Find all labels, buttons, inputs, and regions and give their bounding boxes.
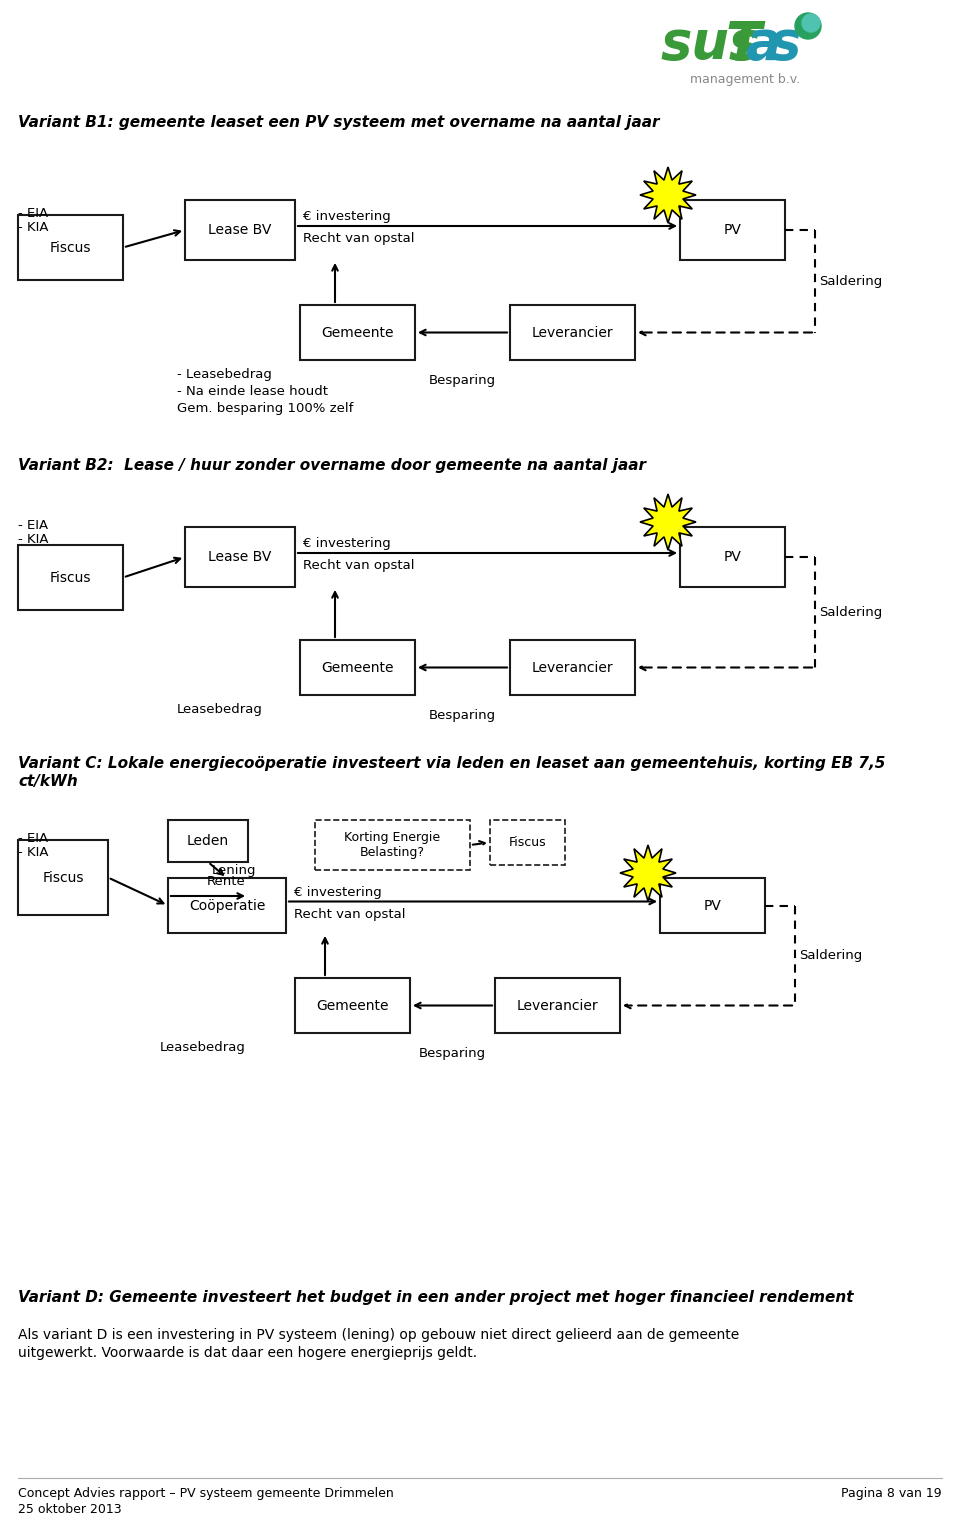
Polygon shape: [640, 493, 696, 550]
Polygon shape: [640, 168, 696, 222]
Bar: [510, 640, 635, 694]
Bar: [680, 200, 785, 260]
Text: Fiscus: Fiscus: [50, 241, 91, 254]
Text: Fiscus: Fiscus: [50, 571, 91, 585]
Text: Besparing: Besparing: [429, 710, 496, 722]
Text: management b.v.: management b.v.: [690, 73, 800, 85]
Text: Lease BV: Lease BV: [208, 222, 272, 238]
Text: € investering: € investering: [303, 210, 391, 222]
Text: - EIA: - EIA: [18, 832, 48, 845]
Text: Variant C: Lokale energiecoöperatie investeert via leden en leaset aan gemeenteh: Variant C: Lokale energiecoöperatie inve…: [18, 755, 885, 771]
Text: Recht van opstal: Recht van opstal: [303, 559, 415, 573]
Text: Variant B2:  Lease / huur zonder overname door gemeente na aantal jaar: Variant B2: Lease / huur zonder overname…: [18, 458, 646, 474]
Text: Saldering: Saldering: [819, 274, 882, 288]
Bar: [490, 819, 565, 865]
Text: Leverancier: Leverancier: [532, 326, 613, 340]
Text: € investering: € investering: [303, 538, 391, 550]
Bar: [168, 819, 248, 862]
Text: Rente: Rente: [207, 876, 246, 888]
Text: PV: PV: [704, 899, 721, 912]
Text: Coöperatie: Coöperatie: [189, 899, 265, 912]
Bar: [300, 640, 415, 694]
Text: Besparing: Besparing: [419, 1046, 486, 1060]
Text: - KIA: - KIA: [18, 533, 49, 547]
Circle shape: [802, 14, 820, 32]
Text: T: T: [725, 18, 761, 70]
Bar: [300, 305, 415, 359]
Bar: [660, 877, 765, 934]
Text: Besparing: Besparing: [429, 375, 496, 387]
Text: € investering: € investering: [294, 885, 382, 899]
Text: Recht van opstal: Recht van opstal: [303, 231, 415, 245]
Text: Leverancier: Leverancier: [516, 999, 598, 1013]
Text: Fiscus: Fiscus: [42, 871, 84, 885]
Text: - KIA: - KIA: [18, 845, 49, 859]
Text: Als variant D is een investering in PV systeem (lening) op gebouw niet direct ge: Als variant D is een investering in PV s…: [18, 1328, 739, 1342]
Polygon shape: [620, 845, 676, 902]
Text: Leasebedrag: Leasebedrag: [177, 704, 263, 716]
Bar: [680, 527, 785, 586]
Text: - KIA: - KIA: [18, 221, 49, 235]
Circle shape: [795, 14, 821, 40]
Bar: [295, 978, 410, 1033]
Text: s: s: [769, 18, 801, 70]
Text: a: a: [745, 18, 780, 70]
Text: Gemeente: Gemeente: [322, 326, 394, 340]
Text: Leasebedrag: Leasebedrag: [160, 1042, 246, 1054]
Bar: [510, 305, 635, 359]
Text: Saldering: Saldering: [799, 949, 862, 963]
Text: Leverancier: Leverancier: [532, 661, 613, 675]
Text: Variant D: Gemeente investeert het budget in een ander project met hoger financi: Variant D: Gemeente investeert het budge…: [18, 1290, 853, 1305]
Text: Pagina 8 van 19: Pagina 8 van 19: [841, 1486, 942, 1500]
Bar: [315, 819, 470, 870]
Text: Saldering: Saldering: [819, 606, 882, 618]
Text: - EIA: - EIA: [18, 519, 48, 532]
Text: - Na einde lease houdt: - Na einde lease houdt: [177, 385, 328, 398]
Text: ct/kWh: ct/kWh: [18, 774, 78, 789]
Text: uitgewerkt. Voorwaarde is dat daar een hogere energieprijs geldt.: uitgewerkt. Voorwaarde is dat daar een h…: [18, 1346, 477, 1360]
Bar: [18, 545, 123, 611]
Bar: [185, 527, 295, 586]
Bar: [18, 841, 108, 915]
Text: Fiscus: Fiscus: [509, 836, 546, 848]
Text: Variant B1: gemeente leaset een PV systeem met overname na aantal jaar: Variant B1: gemeente leaset een PV syste…: [18, 116, 660, 129]
Text: Recht van opstal: Recht van opstal: [294, 908, 405, 920]
Text: sus: sus: [660, 18, 760, 70]
Text: 25 oktober 2013: 25 oktober 2013: [18, 1503, 122, 1515]
Text: - Leasebedrag: - Leasebedrag: [177, 369, 272, 381]
Text: Lease BV: Lease BV: [208, 550, 272, 564]
Text: Gemeente: Gemeente: [322, 661, 394, 675]
Bar: [185, 200, 295, 260]
Text: PV: PV: [724, 222, 741, 238]
Text: Lening: Lening: [212, 864, 256, 877]
Text: Gem. besparing 100% zelf: Gem. besparing 100% zelf: [177, 402, 353, 414]
Text: Concept Advies rapport – PV systeem gemeente Drimmelen: Concept Advies rapport – PV systeem geme…: [18, 1486, 394, 1500]
Bar: [168, 877, 286, 934]
Text: - EIA: - EIA: [18, 207, 48, 219]
Text: Leden: Leden: [187, 835, 229, 848]
Text: Korting Energie
Belasting?: Korting Energie Belasting?: [345, 832, 441, 859]
Bar: [495, 978, 620, 1033]
Bar: [18, 215, 123, 280]
Text: Gemeente: Gemeente: [316, 999, 389, 1013]
Text: PV: PV: [724, 550, 741, 564]
